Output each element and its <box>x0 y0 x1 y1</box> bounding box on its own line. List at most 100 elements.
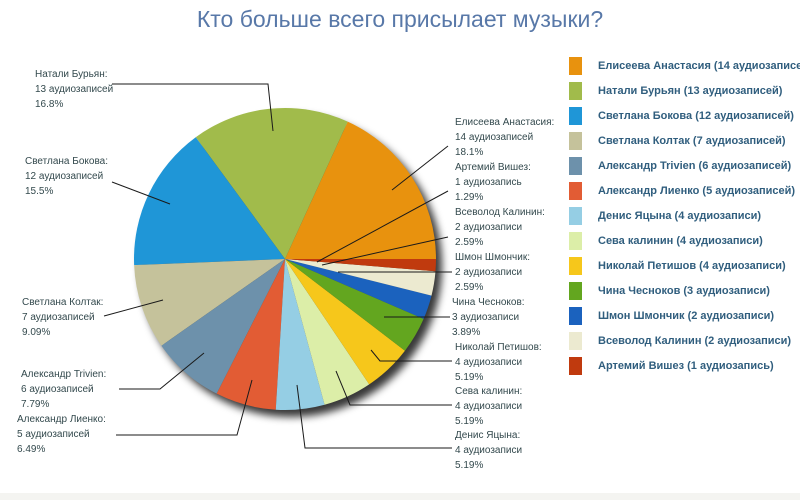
legend-item-label: Артемий Вишез (1 аудиозапись) <box>598 360 774 372</box>
leader-lines <box>103 83 452 449</box>
legend-item-label: Светлана Бокова (12 аудиозаписей) <box>598 110 794 122</box>
pie-slice-11 <box>285 259 436 296</box>
pie-label-name: Александр Trivien: <box>21 369 107 380</box>
pie-label-percent: 2.59% <box>455 282 484 293</box>
legend-item-label: Чина Чесноков (3 аудиозаписи) <box>598 285 770 297</box>
pie-label-percent: 5.19% <box>455 460 484 471</box>
pie-label-count: 6 аудиозаписей <box>21 384 94 395</box>
legend-swatch <box>569 107 582 125</box>
legend-item-6: Денис Яцына (4 аудиозаписи) <box>569 207 800 225</box>
legend-item-label: Всеволод Калинин (2 аудиозаписи) <box>598 335 792 347</box>
legend-item-10: Шмон Шмончик (2 аудиозаписи) <box>569 307 800 325</box>
pie-label-count: 2 аудиозаписи <box>455 222 523 233</box>
legend: Елисеева Анастасия (14 аудиозаписей) Ната… <box>569 57 800 382</box>
legend-swatch <box>569 132 582 150</box>
legend-swatch <box>569 257 582 275</box>
legend-item-9: Чина Чесноков (3 аудиозаписи) <box>569 282 800 300</box>
legend-swatch <box>569 357 582 375</box>
legend-item-label: Светлана Колтак (7 аудиозаписей) <box>598 135 786 147</box>
pie-label-7: Сева калинин: 4 аудиозаписи 5.19% <box>455 384 522 429</box>
legend-item-8: Николай Петишов (4 аудиозаписи) <box>569 257 800 275</box>
legend-item-label: Александр Лиенко (5 аудиозаписей) <box>598 185 796 197</box>
pie-label-12: Артемий Вишез: 1 аудиозапись 1.29% <box>455 160 531 205</box>
pie-label-count: 7 аудиозаписей <box>22 312 95 323</box>
pie-label-5: Александр Лиенко: 5 аудиозаписей 6.49% <box>17 412 106 457</box>
pie-label-name: Шмон Шмончик: <box>455 252 530 263</box>
pie-label-name: Николай Петишов: <box>455 342 542 353</box>
leader-line-3 <box>103 299 164 317</box>
pie-label-count: 3 аудиозаписи <box>452 312 520 323</box>
legend-swatch <box>569 157 582 175</box>
legend-swatch <box>569 207 582 225</box>
legend-swatch <box>569 82 582 100</box>
pie-label-percent: 3.89% <box>452 327 481 338</box>
pie-label-percent: 15.5% <box>25 186 54 197</box>
pie-label-count: 5 аудиозаписей <box>17 429 90 440</box>
legend-item-0: Елисеева Анастасия (14 аудиозаписей) <box>569 57 800 75</box>
pie-label-10: Шмон Шмончик: 2 аудиозаписи 2.59% <box>455 250 530 295</box>
pie-label-name: Чина Чесноков: <box>452 297 525 308</box>
pie-label-name: Всеволод Калинин: <box>455 207 545 218</box>
pie-label-percent: 7.79% <box>21 399 50 410</box>
pie-label-percent: 5.19% <box>455 416 484 427</box>
legend-item-2: Светлана Бокова (12 аудиозаписей) <box>569 107 800 125</box>
pie-slice-9 <box>285 259 424 351</box>
legend-item-1: Натали Бурьян (13 аудиозаписей) <box>569 82 800 100</box>
pie-slice-0 <box>285 121 436 260</box>
pie-label-percent: 5.19% <box>455 372 484 383</box>
pie-label-percent: 18.1% <box>455 147 484 158</box>
legend-item-label: Николай Петишов (4 аудиозаписи) <box>598 260 786 272</box>
pie-label-9: Чина Чесноков: 3 аудиозаписи 3.89% <box>452 295 525 340</box>
leader-line-11 <box>321 236 449 266</box>
leader-line-8 <box>370 349 452 362</box>
pie-label-count: 13 аудиозаписей <box>35 84 114 95</box>
pie-label-3: Светлана Колтак: 7 аудиозаписей 9.09% <box>22 295 103 340</box>
pie-slice-5 <box>216 259 285 410</box>
leader-line-6 <box>296 384 452 449</box>
pie-label-name: Сева калинин: <box>455 386 523 397</box>
pie-label-name: Натали Бурьян: <box>35 69 108 80</box>
legend-swatch <box>569 282 582 300</box>
pie-label-6: Денис Яцына: 4 аудиозаписи 5.19% <box>455 428 522 473</box>
pie-label-name: Денис Яцына: <box>455 430 521 441</box>
pie-slice-12 <box>285 259 436 272</box>
chart-title: Кто больше всего присылает музыки? <box>196 6 604 32</box>
legend-swatch <box>569 57 582 75</box>
pie-label-percent: 16.8% <box>35 99 64 110</box>
leader-line-4 <box>119 352 205 390</box>
pie-slice-3 <box>134 259 285 346</box>
legend-swatch <box>569 307 582 325</box>
legend-item-4: Александр Trivien (6 аудиозаписей) <box>569 157 800 175</box>
pie-label-count: 2 аудиозаписи <box>455 267 523 278</box>
footer-strip <box>0 493 800 500</box>
pie-label-percent: 2.59% <box>455 237 484 248</box>
leader-line-5 <box>116 379 253 436</box>
leader-line-0 <box>391 145 449 191</box>
pie-label-count: 4 аудиозаписи <box>455 357 523 368</box>
legend-item-7: Сева калинин (4 аудиозаписи) <box>569 232 800 250</box>
legend-swatch <box>569 182 582 200</box>
pie-label-0: Елисеева Анастасия: 14 аудиозаписей 18.1% <box>455 115 554 160</box>
legend-swatch <box>569 332 582 350</box>
legend-item-label: Сева калинин (4 аудиозаписи) <box>598 235 763 247</box>
leader-line-1 <box>112 83 274 132</box>
leader-line-2 <box>111 181 171 205</box>
pie-slice-4 <box>161 259 285 394</box>
leader-line-7 <box>335 370 452 406</box>
pie-slice-8 <box>285 259 405 385</box>
pie-label-count: 14 аудиозаписей <box>455 132 534 143</box>
pie-label-count: 4 аудиозаписи <box>455 401 523 412</box>
legend-item-label: Александр Trivien (6 аудиозаписей) <box>598 160 792 172</box>
pie-label-percent: 9.09% <box>22 327 51 338</box>
pie-label-8: Николай Петишов: 4 аудиозаписи 5.19% <box>455 340 542 385</box>
leader-line-12 <box>316 190 449 263</box>
legend-item-label: Елисеева Анастасия (14 аудиозаписей) <box>598 60 800 72</box>
legend-item-11: Всеволод Калинин (2 аудиозаписи) <box>569 332 800 350</box>
pie-label-name: Елисеева Анастасия: <box>455 117 555 128</box>
pie-label-count: 12 аудиозаписей <box>25 171 104 182</box>
pie-label-2: Светлана Бокова: 12 аудиозаписей 15.5% <box>25 154 108 199</box>
legend-swatch <box>569 232 582 250</box>
pie-label-name: Артемий Вишез: <box>455 162 531 173</box>
pie-label-percent: 6.49% <box>17 444 46 455</box>
